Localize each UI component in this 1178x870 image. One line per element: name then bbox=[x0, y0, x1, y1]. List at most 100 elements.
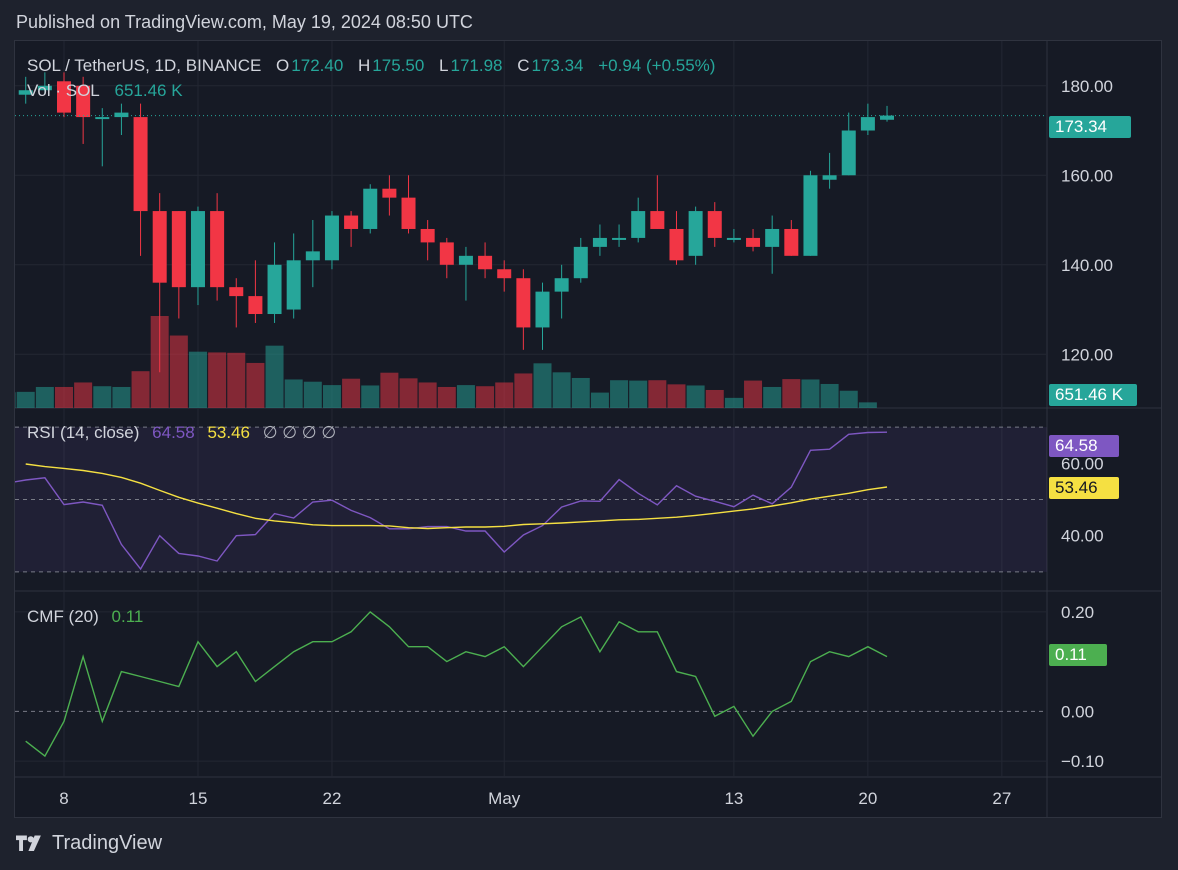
rsi-value: 64.58 bbox=[152, 423, 195, 442]
symbol-label[interactable]: SOL / TetherUS, 1D, BINANCE bbox=[27, 56, 262, 75]
candle-body[interactable] bbox=[592, 237, 607, 247]
candle-body[interactable] bbox=[726, 237, 741, 240]
candle-body[interactable] bbox=[76, 85, 91, 118]
candle-body[interactable] bbox=[286, 260, 301, 310]
candle-body[interactable] bbox=[37, 85, 52, 91]
volume-bar bbox=[590, 392, 609, 408]
open-label: O bbox=[276, 56, 290, 75]
time-axis-label: 15 bbox=[189, 789, 208, 808]
volume-bar bbox=[552, 372, 571, 408]
candle-body[interactable] bbox=[535, 291, 550, 328]
time-axis-label: 13 bbox=[724, 789, 743, 808]
candle-body[interactable] bbox=[133, 117, 148, 212]
volume-legend: Vol · SOL 651.46 K bbox=[27, 81, 185, 101]
candle-body[interactable] bbox=[612, 237, 627, 240]
candle-body[interactable] bbox=[707, 211, 722, 238]
rsi-legend: RSI (14, close) 64.58 53.46 ∅ ∅ ∅ ∅ bbox=[27, 423, 338, 443]
candle-body[interactable] bbox=[822, 175, 837, 180]
volume-bar bbox=[169, 335, 188, 408]
chart-frame[interactable]: 8 15 22 May 13 20 27 120.00 140.00 160.00 180.00 40… bbox=[14, 40, 1162, 818]
candle-body[interactable] bbox=[18, 90, 33, 95]
candle-body[interactable] bbox=[95, 117, 110, 120]
candle-body[interactable] bbox=[841, 130, 856, 176]
volume-bar bbox=[858, 402, 877, 408]
candle-body[interactable] bbox=[344, 215, 359, 229]
candle-body[interactable] bbox=[880, 115, 895, 120]
candle-body[interactable] bbox=[497, 269, 512, 279]
candle-body[interactable] bbox=[152, 211, 167, 283]
cmf-label[interactable]: CMF (20) bbox=[27, 607, 99, 626]
candle-body[interactable] bbox=[746, 237, 761, 247]
candle-body[interactable] bbox=[171, 211, 186, 288]
cmf-axis-label: 0.00 bbox=[1061, 702, 1094, 721]
candle-body[interactable] bbox=[631, 211, 646, 238]
candle-body[interactable] bbox=[401, 197, 416, 229]
cmf-legend: CMF (20) 0.11 bbox=[27, 607, 145, 627]
time-axis-label: 27 bbox=[992, 789, 1011, 808]
cmf-axis-label: 0.20 bbox=[1061, 603, 1094, 622]
volume-bar bbox=[686, 385, 705, 408]
volume-bar bbox=[763, 386, 782, 408]
candle-body[interactable] bbox=[516, 278, 531, 328]
candle-body[interactable] bbox=[860, 117, 875, 131]
candle-body[interactable] bbox=[229, 287, 244, 297]
volume-bar bbox=[227, 352, 246, 408]
volume-bar bbox=[16, 391, 35, 408]
chart-canvas[interactable]: 8 15 22 May 13 20 27 120.00 140.00 160.00 180.00 40… bbox=[15, 41, 1161, 817]
candle-body[interactable] bbox=[420, 228, 435, 243]
volume-bar bbox=[495, 382, 514, 408]
rsi-label[interactable]: RSI (14, close) bbox=[27, 423, 140, 442]
candle-body[interactable] bbox=[784, 228, 799, 256]
cmf-axis-label: −0.10 bbox=[1061, 752, 1104, 771]
candle-body[interactable] bbox=[650, 211, 665, 229]
candle-body[interactable] bbox=[305, 251, 320, 261]
volume-bar bbox=[744, 380, 763, 408]
candle-body[interactable] bbox=[669, 228, 684, 261]
candle-body[interactable] bbox=[478, 255, 493, 270]
volume-tag: 651.46 K bbox=[1049, 384, 1137, 406]
candle-body[interactable] bbox=[114, 112, 129, 118]
candle-body[interactable] bbox=[554, 278, 569, 292]
time-axis-label: 20 bbox=[858, 789, 877, 808]
candle-body[interactable] bbox=[190, 211, 205, 288]
candle-body[interactable] bbox=[324, 215, 339, 261]
candle-body[interactable] bbox=[210, 211, 225, 288]
volume-bar bbox=[648, 380, 667, 408]
candle-body[interactable] bbox=[688, 211, 703, 256]
footer-brand[interactable]: TradingView bbox=[52, 832, 163, 854]
volume-bar bbox=[208, 352, 227, 408]
candle-body[interactable] bbox=[439, 242, 454, 265]
volume-bar bbox=[667, 384, 686, 408]
candle-body[interactable] bbox=[248, 296, 263, 315]
rsi-line bbox=[15, 431, 888, 571]
high-label: H bbox=[358, 56, 371, 75]
volume-bar bbox=[303, 381, 322, 408]
low-value: 171.98 bbox=[450, 56, 503, 75]
rsi-axis-label: 60.00 bbox=[1061, 454, 1104, 473]
candle-body[interactable] bbox=[363, 188, 378, 229]
volume-bar bbox=[820, 383, 839, 408]
volume-label[interactable]: Vol · SOL bbox=[27, 81, 100, 100]
time-axis-label: 22 bbox=[322, 789, 341, 808]
change-value: +0.94 (+0.55%) bbox=[598, 56, 716, 75]
cmf-value: 0.11 bbox=[111, 607, 144, 626]
candle-body[interactable] bbox=[803, 175, 818, 256]
volume-bar bbox=[839, 390, 858, 408]
price-axis-label: 180.00 bbox=[1061, 77, 1113, 96]
candle-body[interactable] bbox=[458, 255, 473, 265]
volume-bar bbox=[610, 380, 629, 408]
candle-body[interactable] bbox=[382, 188, 397, 198]
candle-body[interactable] bbox=[57, 81, 71, 113]
candle-body[interactable] bbox=[765, 228, 780, 247]
tradingview-logo-icon bbox=[16, 834, 41, 851]
price-axis-label: 120.00 bbox=[1061, 345, 1113, 364]
volume-bar bbox=[284, 379, 303, 408]
rsi-ma-value: 53.46 bbox=[207, 423, 250, 442]
volume-bar bbox=[629, 380, 648, 408]
candle-body[interactable] bbox=[267, 264, 282, 315]
close-value: 173.34 bbox=[531, 56, 584, 75]
volume-bar bbox=[380, 372, 399, 408]
candle-body[interactable] bbox=[573, 246, 588, 279]
volume-bar bbox=[361, 385, 380, 408]
volume-bar bbox=[476, 386, 495, 408]
